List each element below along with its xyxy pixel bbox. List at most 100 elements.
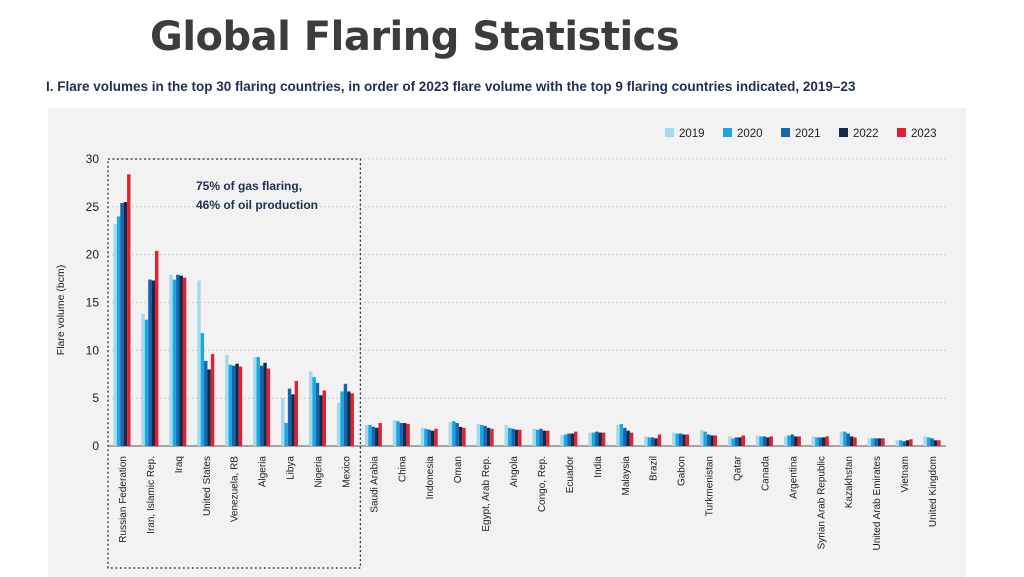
bar bbox=[462, 427, 466, 446]
bar bbox=[651, 437, 655, 446]
bar bbox=[511, 428, 515, 446]
legend-label: 2020 bbox=[737, 128, 763, 140]
bar bbox=[769, 436, 773, 446]
bar bbox=[675, 433, 679, 446]
bar bbox=[546, 430, 550, 446]
x-category-label: Ecuador bbox=[565, 455, 576, 493]
legend-label: 2022 bbox=[853, 128, 879, 140]
x-category-label: Canada bbox=[760, 456, 771, 491]
bar bbox=[452, 421, 456, 446]
bar bbox=[406, 423, 410, 446]
bar bbox=[319, 395, 323, 446]
bar bbox=[455, 423, 459, 446]
bar bbox=[420, 427, 425, 446]
bar bbox=[204, 360, 208, 446]
bar bbox=[148, 279, 152, 446]
bar bbox=[853, 437, 857, 446]
bar bbox=[710, 435, 714, 446]
bar bbox=[144, 319, 149, 446]
x-category-label: Russian Federation bbox=[118, 456, 129, 543]
bar bbox=[654, 438, 658, 446]
bar bbox=[926, 437, 931, 446]
bar bbox=[315, 382, 320, 446]
bar bbox=[657, 434, 662, 446]
bar bbox=[364, 424, 369, 446]
bar bbox=[403, 423, 407, 446]
bar bbox=[120, 203, 124, 446]
bar bbox=[905, 440, 910, 446]
bar bbox=[322, 390, 326, 446]
bar bbox=[336, 402, 341, 446]
bar bbox=[797, 436, 801, 446]
bar bbox=[623, 427, 627, 446]
legend-label: 2019 bbox=[679, 128, 705, 140]
bar bbox=[539, 428, 543, 446]
bar bbox=[822, 437, 826, 446]
bar bbox=[741, 435, 745, 446]
bar bbox=[259, 365, 264, 446]
bar bbox=[350, 393, 354, 446]
bar bbox=[235, 363, 239, 446]
bar bbox=[127, 174, 131, 446]
bar bbox=[116, 216, 121, 446]
bar bbox=[504, 424, 508, 446]
bar bbox=[728, 436, 732, 446]
bar bbox=[598, 432, 602, 446]
bar bbox=[542, 430, 547, 446]
annotation-line-1: 75% of gas flaring, bbox=[196, 179, 302, 193]
bar bbox=[595, 431, 599, 446]
bar bbox=[291, 394, 295, 446]
bar bbox=[312, 377, 316, 446]
x-category-label: Syrian Arab Republic bbox=[816, 456, 827, 549]
x-category-label: Argentina bbox=[788, 456, 799, 499]
x-category-label: Brazil bbox=[649, 456, 660, 481]
bar bbox=[933, 440, 938, 446]
bar bbox=[396, 421, 400, 446]
bar bbox=[644, 436, 648, 446]
legend-label: 2023 bbox=[911, 128, 937, 140]
bar bbox=[672, 432, 676, 446]
x-category-label: Oman bbox=[453, 456, 464, 483]
bar bbox=[340, 391, 344, 446]
highlight-box-outline bbox=[107, 158, 362, 569]
bar bbox=[155, 250, 159, 446]
y-tick-label: 20 bbox=[86, 248, 100, 262]
category-labels: Russian Federation Iran, Islamic Rep. Iraq… bbox=[118, 455, 939, 550]
annotation-line-2: 46% of oil production bbox=[196, 198, 318, 212]
bar bbox=[937, 440, 941, 446]
bar bbox=[647, 437, 651, 446]
bar bbox=[284, 423, 288, 446]
bar bbox=[874, 438, 878, 446]
bar bbox=[588, 432, 592, 446]
x-category-label: India bbox=[593, 456, 604, 478]
x-category-label: Venezuela, RB bbox=[230, 456, 241, 522]
bar bbox=[182, 277, 187, 446]
x-category-label: Angola bbox=[509, 456, 520, 488]
bar bbox=[815, 437, 819, 446]
bar bbox=[151, 280, 155, 446]
legend-swatch bbox=[897, 128, 906, 137]
legend-swatch bbox=[839, 128, 848, 137]
bar bbox=[706, 434, 711, 446]
bar bbox=[480, 424, 484, 446]
bar bbox=[591, 432, 596, 446]
bar bbox=[232, 365, 236, 446]
x-category-label: Nigeria bbox=[314, 456, 325, 488]
bar bbox=[787, 435, 791, 446]
bar bbox=[179, 275, 183, 446]
bar bbox=[783, 436, 788, 446]
bar bbox=[172, 279, 177, 446]
bar bbox=[902, 441, 906, 446]
bar bbox=[794, 436, 798, 446]
bar bbox=[574, 431, 578, 446]
bar bbox=[629, 432, 634, 446]
bar bbox=[392, 420, 397, 446]
bar bbox=[731, 438, 735, 446]
bar bbox=[616, 424, 620, 446]
flare-volume-bar-chart: Flare volume (bcm) 0 5 10 15 20 25 30 Russian … bbox=[48, 108, 966, 577]
x-category-label: Malaysia bbox=[621, 456, 632, 496]
bar bbox=[486, 427, 491, 446]
bar bbox=[228, 364, 232, 446]
bar bbox=[626, 430, 630, 446]
bar bbox=[877, 438, 882, 446]
